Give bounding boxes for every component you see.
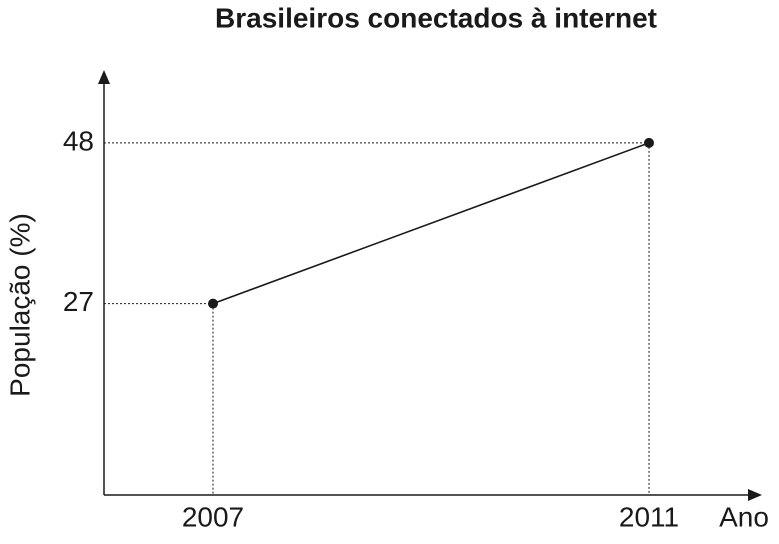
y-tick-label: 48 <box>63 125 94 156</box>
x-axis-arrow <box>748 489 762 501</box>
x-tick-label: 2011 <box>619 501 679 532</box>
line <box>212 142 650 305</box>
y-tick-label: 27 <box>63 286 94 317</box>
y-axis-arrow <box>98 70 110 84</box>
point <box>208 298 218 309</box>
point <box>644 137 654 148</box>
y-axis-label: População (%) <box>4 213 35 397</box>
x-axis-label: Ano <box>719 501 769 532</box>
x-tick-label: 2007 <box>182 501 244 532</box>
chart-title: Brasileiros conectados à internet <box>215 2 657 33</box>
